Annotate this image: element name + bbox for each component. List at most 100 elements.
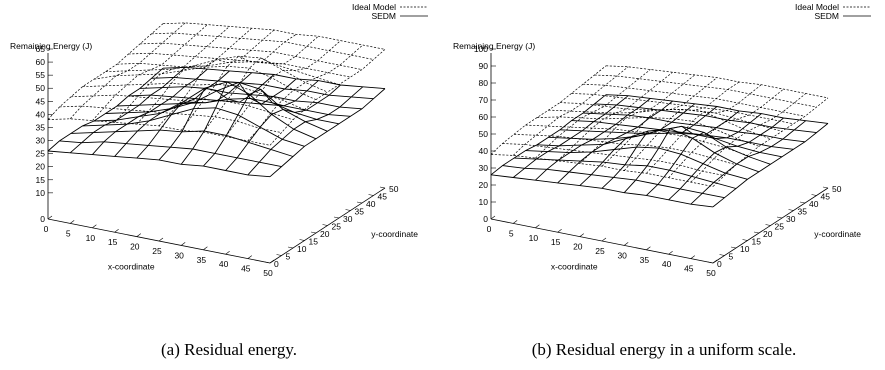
caption-a: (a) Residual energy.	[161, 340, 297, 359]
surface-gridline	[47, 23, 164, 120]
surface-gridline	[162, 66, 386, 90]
y-axis-title: y-coordinate	[371, 229, 418, 239]
x-tick-mark	[181, 242, 186, 246]
surface-gridline	[82, 107, 305, 147]
z-tick-label: 65	[36, 44, 46, 54]
surface-sedm	[47, 66, 386, 178]
x-tick-label: 25	[152, 246, 162, 256]
surface-gridline	[512, 66, 629, 156]
surface-gridline	[269, 49, 386, 146]
y-tick-label: 40	[366, 199, 376, 209]
z-tick-label: 70	[479, 95, 489, 105]
z-tick-label: 60	[479, 112, 489, 122]
z-tick-label: 20	[36, 162, 46, 172]
surface-gridline	[128, 52, 351, 78]
x-tick-label: 45	[241, 264, 251, 274]
y-tick-mark	[287, 246, 294, 249]
y-tick-label: 30	[343, 214, 353, 224]
x-tick-mark	[624, 242, 629, 246]
y-tick-mark	[356, 201, 363, 204]
x-tick-label: 30	[174, 250, 184, 260]
z-tick-label: 25	[36, 149, 46, 159]
surface-gridline	[559, 102, 783, 132]
z-tick-label: 10	[36, 188, 46, 198]
surface-gridline	[225, 40, 341, 137]
y-tick-mark	[730, 246, 737, 249]
z-tick-label: 50	[36, 83, 46, 93]
y-tick-label: 50	[389, 184, 399, 194]
surface-gridline	[180, 34, 297, 131]
surface-gridline	[525, 146, 748, 180]
x-tick-label: 25	[595, 246, 605, 256]
y-tick-mark	[822, 186, 829, 189]
x-tick-label: 10	[86, 233, 96, 243]
surface-gridline	[70, 94, 294, 121]
surface-gridline	[128, 94, 351, 117]
legend-label: Ideal Model	[352, 2, 396, 12]
surface-gridline	[162, 22, 386, 50]
x-tick-mark	[490, 215, 496, 220]
surface-gridline	[490, 94, 607, 176]
surface-gridline	[47, 118, 271, 146]
x-tick-label: 35	[197, 255, 207, 265]
legend-label: Ideal Model	[795, 2, 839, 12]
surface-gridline	[490, 154, 714, 187]
y-tick-label: 50	[832, 184, 842, 194]
y-tick-label: 5	[286, 252, 291, 262]
y-tick-label: 15	[752, 237, 762, 247]
surface-gridline	[582, 83, 806, 117]
surface-ideal-model	[47, 22, 386, 146]
x-tick-label: 50	[706, 268, 716, 278]
x-tick-mark	[579, 233, 584, 237]
z-tick-label: 20	[479, 180, 489, 190]
surface-gridline	[502, 143, 725, 176]
surface-gridline	[594, 103, 817, 134]
y-tick-mark	[345, 209, 351, 211]
chart-panel-b: 0 5 10 15 20 25 30 35 40 45 50 0 5 10 15 20 25 30 35 40 45 50…	[443, 0, 885, 370]
surface-gridline	[47, 150, 271, 178]
x-tick-mark	[92, 224, 97, 229]
surface-gridline	[47, 67, 164, 152]
x-tick-label: 15	[108, 237, 118, 247]
z-tick-label: 55	[36, 70, 46, 80]
origin-tick-label: 0	[40, 214, 45, 224]
z-tick-label: 35	[36, 122, 46, 132]
y-tick-mark	[299, 239, 305, 241]
legend-label: SEDM	[371, 11, 396, 21]
y-tick-label: 30	[786, 214, 796, 224]
y-tick-label: 10	[297, 244, 307, 254]
x-tick-label: 50	[263, 268, 273, 278]
y-tick-label: 40	[809, 199, 819, 209]
y-tick-mark	[276, 254, 282, 256]
surface-gridline	[116, 97, 340, 125]
y-tick-mark	[753, 231, 760, 234]
surface-gridline	[582, 112, 806, 143]
z-tick-label: 30	[479, 163, 489, 173]
z-tick-label: 40	[479, 146, 489, 156]
surface-gridline	[513, 133, 737, 166]
x-tick-mark	[47, 215, 53, 220]
x-tick-label: 40	[662, 259, 672, 269]
z-tick-label: 100	[474, 44, 488, 54]
x-tick-mark	[513, 220, 518, 224]
y-tick-label: 45	[821, 192, 831, 202]
y-tick-label: 20	[763, 229, 773, 239]
x-tick-mark	[557, 228, 562, 233]
surface-gridline	[247, 86, 364, 176]
surface-gridline	[69, 22, 186, 120]
x-tick-mark	[712, 259, 718, 264]
surface-gridline	[513, 157, 737, 189]
surface-gridline	[535, 69, 651, 159]
y-tick-mark	[707, 261, 714, 264]
origin-tick-label: 0	[483, 214, 488, 224]
caption-b: (b) Residual energy in a uniform scale.	[531, 340, 797, 359]
z-tick-label: 50	[479, 129, 489, 139]
surface-gridline	[105, 55, 328, 93]
x-tick-label: 20	[130, 242, 140, 252]
y-tick-mark	[379, 186, 386, 189]
y-tick-mark	[742, 239, 748, 241]
x-tick-label: 35	[640, 255, 650, 265]
y-tick-label: 0	[274, 259, 279, 269]
x-tick-label: 40	[219, 259, 229, 269]
surface-gridline	[605, 65, 829, 99]
